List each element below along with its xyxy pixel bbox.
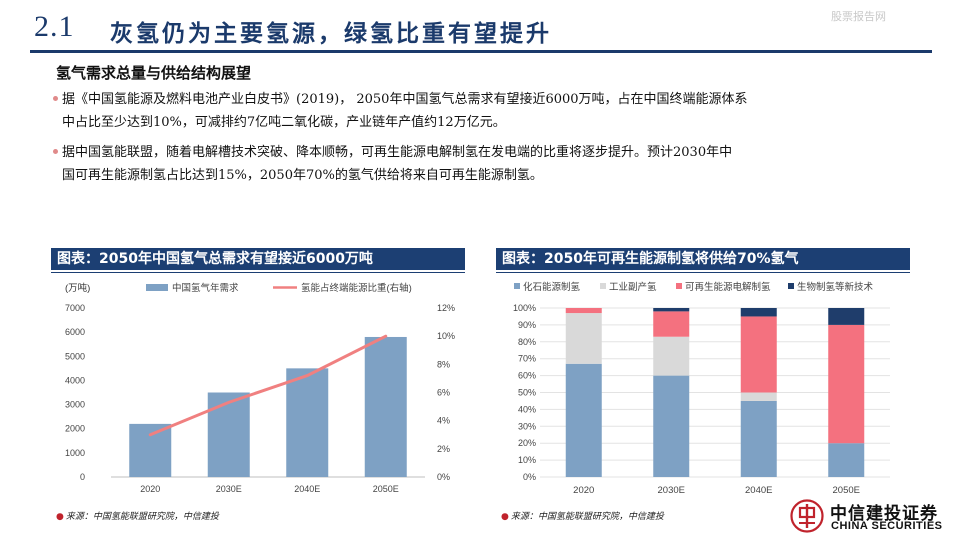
bullet-item-2: 据中国氢能联盟，随着电解槽技术突破、降本顺畅，可再生能源电解制氢在发电端的比重将… [53,141,912,187]
y-tick-label-left: 2000 [65,424,85,434]
y-tick-label-right: 12% [437,303,455,313]
line-energy-share [148,334,388,437]
stacked-bar-segment [653,308,690,312]
source-dot-icon: ● [501,512,509,522]
stacked-bar-segment [828,308,865,325]
y-tick-label-left: 5000 [65,351,85,361]
bar-demand [364,336,407,477]
y-tick-label-right: 6% [437,388,450,398]
y-tick-label: 80% [518,337,536,347]
stacked-bar-segment [740,400,777,477]
page-title: 灰氢仍为主要氢源，绿氢比重有望提升 [110,21,552,47]
stacked-bar-segment [565,313,602,364]
y-tick-label: 100% [513,303,536,313]
legend-swatch [600,283,606,289]
section-heading: 氢气需求总量与供给结构展望 [56,64,252,82]
left-chart-source: ● 来源：中国氢能联盟研究院，中信建投 [56,509,219,522]
y-tick-label: 0% [523,472,536,482]
right-chart-header: 图表：2050年可再生能源制氢将供给70%氢气 [496,248,910,273]
left-chart-title: 图表：2050年中国氢气总需求有望接近6000万吨 [57,251,373,267]
y-tick-label-left: 1000 [65,448,85,458]
y-tick-label: 30% [518,421,536,431]
stacked-bar-segment [653,375,690,477]
legend-label-share: 氢能占终端能源比重(右轴) [301,282,412,294]
bullet-dot-icon [53,96,58,101]
y-tick-label: 70% [518,354,536,364]
legend-label-demand: 中国氢气年需求 [172,282,239,294]
section-number: 2.1 [34,10,75,43]
x-tick-label: 2040E [294,484,320,494]
logo-text-en: CHINA SECURITIES [831,520,943,532]
watermark: 股票报告网 [831,10,886,23]
bullet-1-line-2: 中占比至少达到10%，可减排约7亿吨二氧化碳，产业链年产值约12万亿元。 [62,115,506,130]
y-tick-label-right: 2% [437,444,450,454]
stacked-bar-segment [565,308,602,314]
logo-text-cn: 中信建投证券 [830,504,938,524]
stacked-bar-segment [653,336,690,376]
left-chart-header-rule [51,272,465,273]
right-chart-header-rule [496,272,910,273]
left-chart: (万吨) 中国氢气年需求 氢能占终端能源比重(右轴) 0 1000 2000 3000 400… [65,282,455,494]
legend-swatch [676,283,682,289]
y-tick-label-right: 4% [437,416,450,426]
x-tick-label: 2020 [140,484,160,494]
y-tick-label: 10% [518,455,536,465]
bar-demand [286,368,329,477]
y-tick-label: 50% [518,388,536,398]
bar-demand [129,423,172,477]
stacked-bar-segment [740,316,777,393]
source-dot-icon: ● [56,512,64,522]
bullet-item-1: 据《中国氢能源及燃料电池产业白皮书》(2019)， 2050年中国氢气总需求有望… [53,88,912,134]
y-tick-label-left: 6000 [65,327,85,337]
left-chart-header: 图表：2050年中国氢气总需求有望接近6000万吨 [51,248,465,273]
y-tick-label: 90% [518,320,536,330]
stacked-bar-segment [828,324,865,444]
x-tick-label: 2020 [573,485,594,496]
stacked-bar-segment [740,308,777,317]
legend-label: 工业副产氢 [609,281,657,293]
legend-swatch-bar [146,284,168,291]
stacked-bar-segment [740,392,777,401]
x-tick-label: 2050E [373,484,399,494]
company-logo: 中信建投证券 CHINA SECURITIES [790,497,950,535]
y-tick-label: 20% [518,438,536,448]
title-divider [30,50,932,53]
left-chart-source-text: 来源：中国氢能联盟研究院，中信建投 [65,512,219,522]
legend-label: 生物制氢等新技术 [797,281,874,293]
left-axis-unit-label: (万吨) [65,282,90,294]
legend-swatch [788,283,794,289]
legend-label: 可再生能源电解制氢 [685,281,771,293]
right-chart-source-text: 来源：中国氢能联盟研究院，中信建投 [510,512,664,522]
y-tick-label: 40% [518,404,536,414]
legend-swatch [514,283,520,289]
x-tick-label: 2050E [833,485,860,496]
right-chart: 化石能源制氢 工业副产氢 可再生能源电解制氢 生物制氢等新技术 0% 10% 20% 30% 4… [513,281,890,496]
right-chart-source: ● 来源：中国氢能联盟研究院，中信建投 [501,509,664,522]
y-tick-label-left: 0 [80,472,85,482]
bullet-dot-icon [53,149,58,154]
bar-demand [207,392,250,477]
x-tick-label: 2040E [745,485,772,496]
stacked-bar-segment [828,443,865,477]
y-tick-label-right: 10% [437,331,455,341]
x-tick-label: 2030E [658,485,685,496]
y-tick-label-left: 3000 [65,400,85,410]
legend-label: 化石能源制氢 [523,281,581,293]
x-tick-label: 2030E [216,484,242,494]
y-tick-label-left: 7000 [65,303,85,313]
china-securities-logo-icon [790,499,824,533]
stacked-bar-segment [565,363,602,477]
bullet-2-line-2: 国可再生能源制氢占比达到15%，2050年70%的氢气供给将来自可再生能源制氢。 [62,168,543,183]
bullet-1-line-1: 据《中国氢能源及燃料电池产业白皮书》(2019)， 2050年中国氢气总需求有望… [62,92,748,107]
stacked-bar-segment [653,311,690,337]
y-tick-label-left: 4000 [65,375,85,385]
y-tick-label-right: 0% [437,472,450,482]
y-tick-label: 60% [518,371,536,381]
bullet-2-line-1: 据中国氢能联盟，随着电解槽技术突破、降本顺畅，可再生能源电解制氢在发电端的比重将… [62,145,733,160]
y-tick-label-right: 8% [437,359,450,369]
right-chart-title: 图表：2050年可再生能源制氢将供给70%氢气 [502,251,799,267]
